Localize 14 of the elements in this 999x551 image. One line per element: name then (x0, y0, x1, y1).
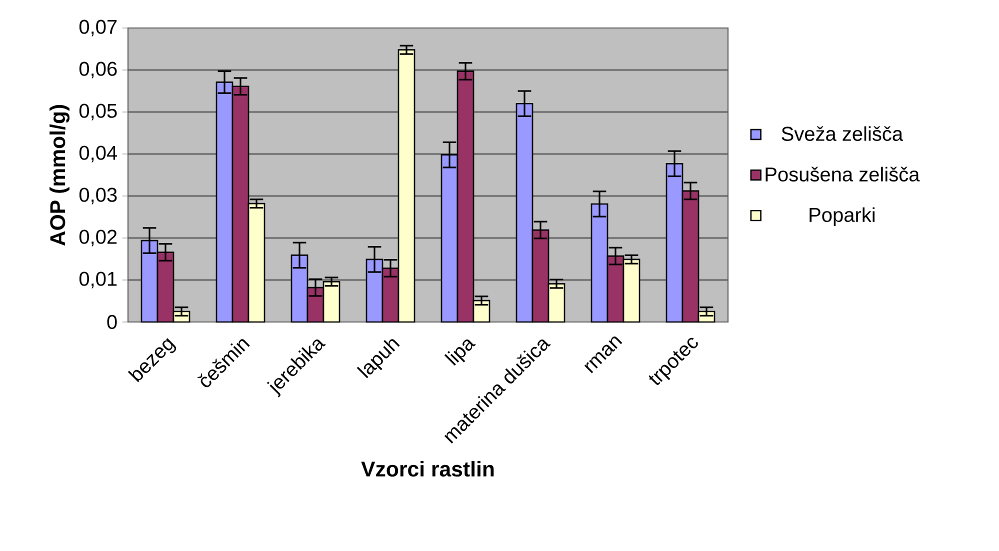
y-tick-label: 0,01 (79, 272, 117, 288)
legend-label: Sveža zelišča (782, 126, 904, 141)
y-tick-label: 0,02 (79, 230, 117, 246)
y-tick-label: 0,06 (79, 62, 117, 78)
y-tick-label: 0,05 (79, 104, 117, 120)
y-tick-label: 0,07 (79, 20, 117, 36)
legend-label: Posušena zelišča (766, 166, 920, 182)
text: Poparki (810, 207, 875, 226)
y-axis-title: AOP (mmol/g) (50, 104, 70, 246)
y-tick-label: 0 (107, 314, 117, 330)
x-tick-label: lipa (444, 339, 476, 366)
y-tick-label: 0,04 (79, 146, 118, 162)
y-tick-label: 0,03 (79, 188, 117, 204)
x-axis-title: Vzorci rastlin (361, 460, 494, 477)
